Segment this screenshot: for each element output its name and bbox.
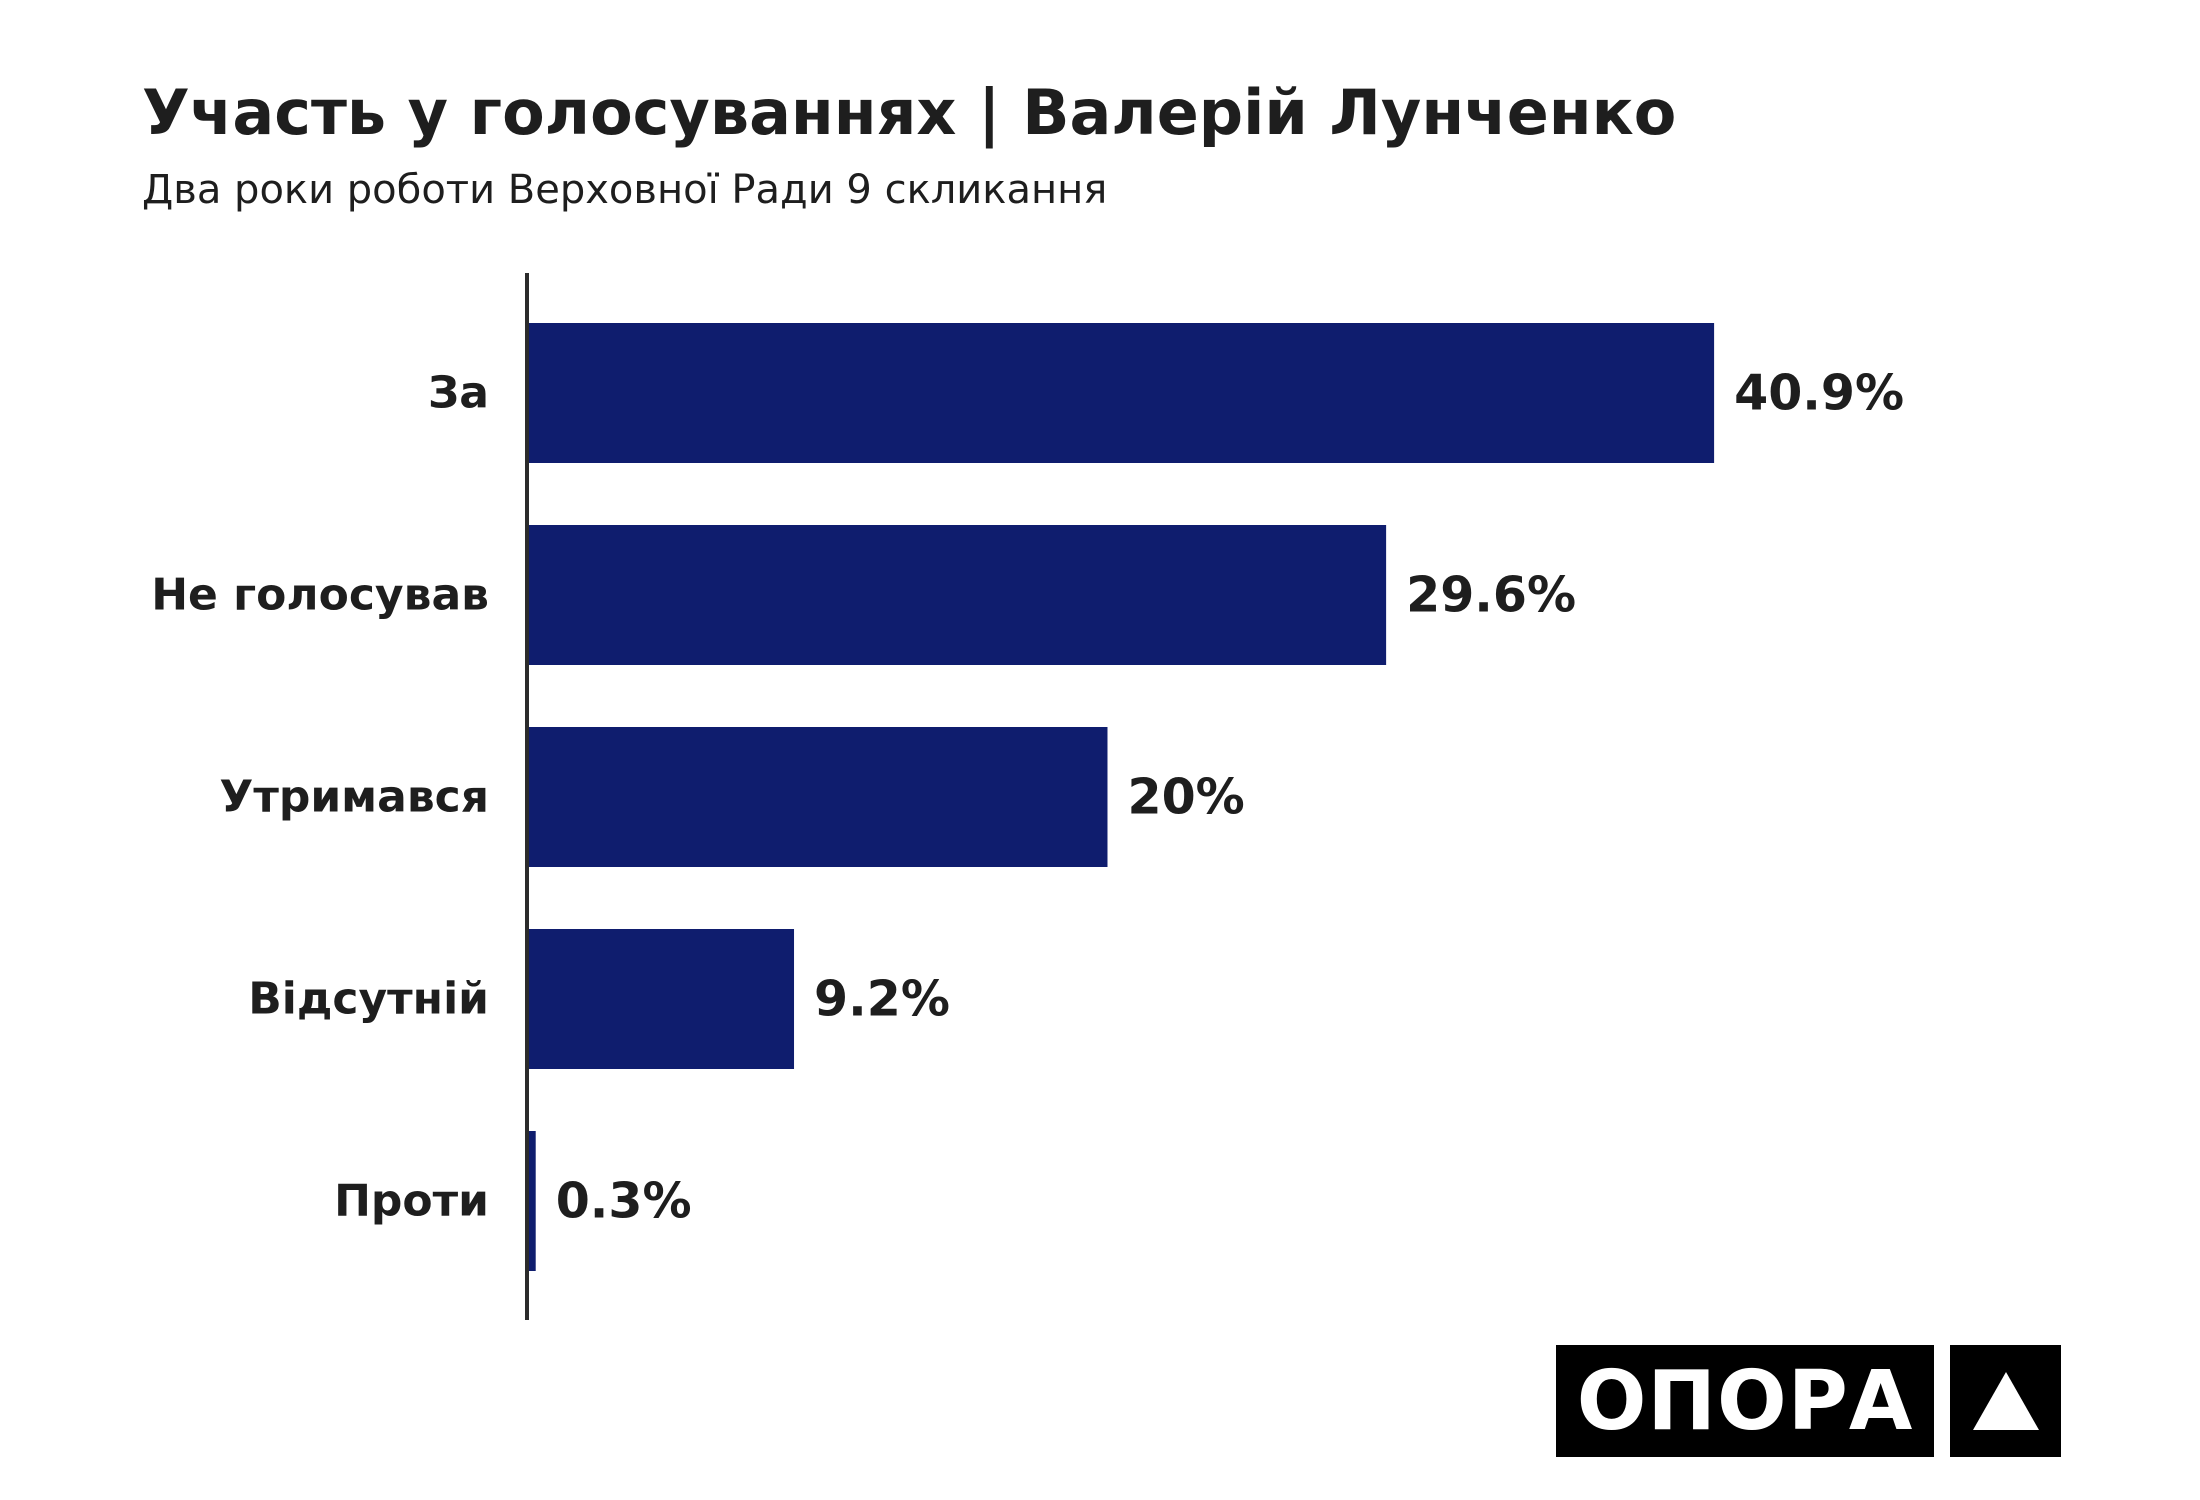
logo-text: ОПОРА <box>1576 1353 1914 1449</box>
category-label: Відсутній <box>248 974 489 1025</box>
value-label: 40.9% <box>1734 365 1904 422</box>
bar-2 <box>527 727 1108 867</box>
category-label: Не голосував <box>151 570 489 621</box>
category-label: Проти <box>334 1176 489 1227</box>
opora-logo: ОПОРА <box>1556 1345 1934 1457</box>
value-label: 20% <box>1127 769 1244 826</box>
bar-3 <box>527 929 795 1069</box>
category-label: Утримався <box>219 772 489 823</box>
bars-layer: За 40.9% Не голосував 29.6% Утримався 20% Відс… <box>151 323 1904 1271</box>
value-label: 9.2% <box>814 971 950 1028</box>
chart-title: Участь у голосуваннях | Валерій Лунченко <box>142 76 1677 149</box>
value-label: 29.6% <box>1406 567 1576 624</box>
opora-logo-mark <box>1950 1345 2061 1457</box>
chart-subtitle: Два роки роботи Верховної Ради 9 скликан… <box>142 167 1108 213</box>
value-label: 0.3% <box>556 1173 692 1230</box>
bar-0 <box>527 323 1715 463</box>
category-label: За <box>428 368 489 419</box>
triangle-icon <box>1972 1372 2039 1430</box>
bar-1 <box>527 525 1387 665</box>
bar-4 <box>527 1131 536 1271</box>
bar-chart: За 40.9% Не голосував 29.6% Утримався 20% Відс… <box>151 273 1904 1320</box>
